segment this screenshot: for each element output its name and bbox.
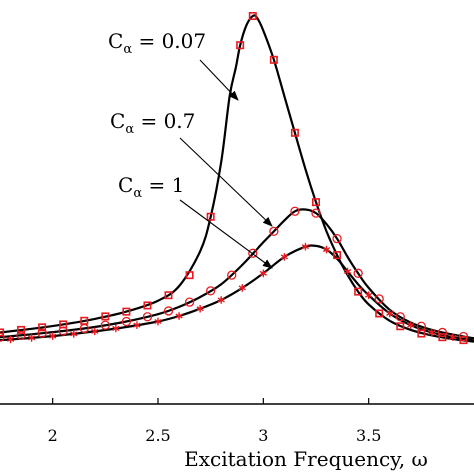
curve-c-alpha-0-07 [0, 14, 474, 343]
asterisk-marker [91, 327, 99, 336]
circle-marker [184, 297, 195, 307]
square-marker [185, 271, 194, 280]
square-marker [0, 328, 5, 337]
circle-marker [0, 332, 5, 342]
square-marker [354, 287, 363, 296]
circle-marker [142, 312, 153, 322]
asterisk-marker [133, 321, 141, 329]
asterisk-marker [238, 284, 246, 292]
square-marker [164, 291, 173, 300]
circle-marker [353, 268, 363, 278]
circle-marker [121, 316, 132, 327]
annotation-label: Cα = 0.7 [110, 109, 195, 137]
circle-marker [458, 331, 469, 342]
asterisk-marker [301, 242, 310, 251]
asterisk-marker [259, 269, 267, 278]
asterisk-marker [175, 312, 183, 320]
asterisk-marker [428, 328, 436, 337]
asterisk-marker [217, 296, 225, 304]
circle-marker [206, 286, 216, 296]
circle-marker [311, 208, 321, 218]
annotation-arrow [179, 199, 273, 269]
annotation-label: Cα = 0.07 [108, 29, 206, 57]
square-marker [236, 41, 245, 50]
square-marker [333, 251, 342, 260]
asterisk-marker [6, 335, 15, 344]
curve-c-alpha-0-7 [0, 208, 474, 340]
square-marker [38, 323, 47, 332]
circle-marker [269, 226, 279, 237]
curves [0, 14, 474, 343]
asterisk-marker [322, 245, 331, 254]
x-axis-label: Excitation Frequency, ω [184, 447, 428, 471]
circle-marker [374, 294, 384, 304]
asterisk-marker [112, 324, 120, 333]
data-markers [0, 12, 469, 345]
asterisk-marker [407, 321, 415, 329]
asterisk-marker [449, 333, 457, 341]
x-tick-label: 2 [48, 426, 58, 445]
circle-marker [37, 328, 47, 338]
circle-marker [332, 233, 342, 244]
circle-marker [16, 330, 26, 341]
square-marker [101, 312, 110, 321]
annotation-label: Cα = 1 [118, 173, 184, 201]
square-marker [17, 325, 26, 334]
x-tick-label: 3.5 [356, 426, 381, 445]
annotations: Cα = 0.07 Cα = 0.7 Cα = 1 [108, 29, 273, 269]
asterisk-marker [27, 334, 36, 342]
circle-marker [163, 306, 174, 316]
square-marker [396, 322, 405, 331]
circle-marker [437, 327, 448, 338]
asterisk-marker [343, 267, 352, 276]
circle-marker [79, 323, 89, 334]
square-marker [122, 307, 131, 316]
square-marker [438, 333, 447, 342]
circle-marker [227, 270, 237, 280]
x-tick-label: 2.5 [145, 426, 170, 445]
asterisk-marker [365, 291, 373, 300]
square-marker [248, 12, 257, 21]
circle-marker [290, 206, 300, 216]
square-marker [290, 128, 299, 137]
square-marker [459, 336, 468, 345]
asterisk-marker [196, 304, 204, 313]
square-marker [143, 301, 152, 310]
annotation-arrow [199, 59, 239, 101]
x-axis-ticks: 2 2.5 3 3.5 [48, 398, 381, 445]
x-tick-label: 3 [258, 426, 268, 445]
asterisk-marker [49, 332, 57, 340]
square-marker [206, 212, 215, 221]
square-marker [375, 309, 384, 318]
asterisk-marker [154, 317, 162, 326]
asterisk-marker [280, 253, 289, 261]
circle-marker [100, 320, 110, 330]
circle-marker [416, 321, 426, 331]
square-marker [311, 198, 320, 207]
asterisk-marker [386, 309, 394, 318]
circle-marker [58, 326, 68, 336]
square-marker [269, 55, 278, 64]
circle-marker [248, 248, 258, 258]
asterisk-marker [70, 330, 78, 338]
circle-marker [395, 312, 405, 322]
annotation-arrow [179, 137, 273, 227]
